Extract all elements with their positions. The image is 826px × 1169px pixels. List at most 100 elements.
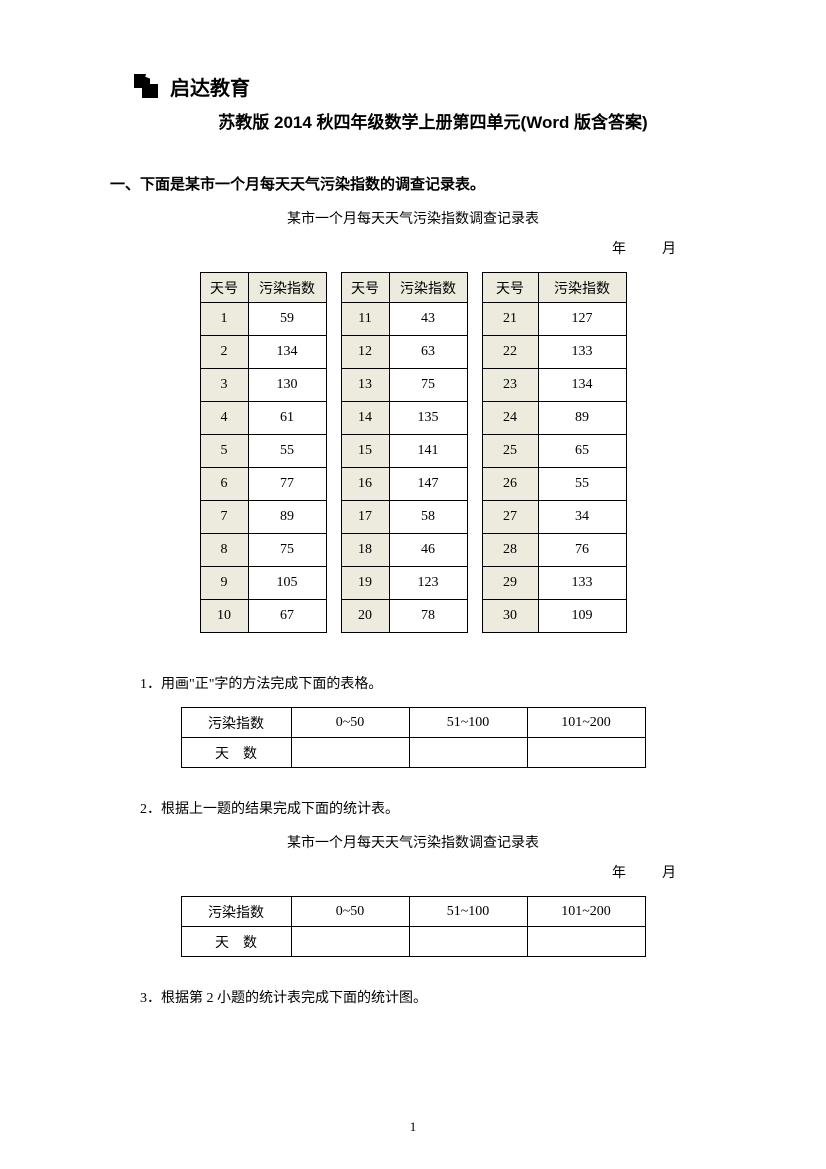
- question-2: 2．根据上一题的结果完成下面的统计表。: [140, 798, 716, 818]
- main-table-title: 某市一个月每天天气污染指数调查记录表: [110, 208, 716, 228]
- range-header-pollution: 污染指数: [181, 708, 291, 738]
- cell-day: 25: [482, 435, 538, 468]
- cell-value: 34: [538, 501, 626, 534]
- stats-cell: [527, 927, 645, 957]
- cell-value: 76: [538, 534, 626, 567]
- page-number: 1: [0, 1119, 826, 1135]
- cell-day: 30: [482, 600, 538, 633]
- stats-table: 污染指数 0~50 51~100 101~200 天 数: [181, 896, 646, 957]
- year-label: 年: [612, 242, 626, 257]
- question-1: 1．用画"正"字的方法完成下面的表格。: [140, 673, 716, 693]
- cell-value: 147: [389, 468, 467, 501]
- pollution-table-2: 天号 污染指数 1143 1263 1375 14135 15141 16147…: [341, 272, 468, 633]
- month-label: 月: [662, 866, 676, 881]
- cell-day: 4: [200, 402, 248, 435]
- cell-value: 134: [538, 369, 626, 402]
- cell-day: 1: [200, 303, 248, 336]
- cell-day: 5: [200, 435, 248, 468]
- cell-day: 3: [200, 369, 248, 402]
- range-col: 0~50: [291, 708, 409, 738]
- cell-value: 43: [389, 303, 467, 336]
- brand-name: 启达教育: [170, 72, 250, 101]
- cell-day: 22: [482, 336, 538, 369]
- cell-day: 10: [200, 600, 248, 633]
- pollution-table-1: 天号 污染指数 159 2134 3130 461 555 677 789 87…: [200, 272, 327, 633]
- cell-day: 16: [341, 468, 389, 501]
- range-col: 51~100: [409, 708, 527, 738]
- stats-cell: [409, 927, 527, 957]
- cell-day: 9: [200, 567, 248, 600]
- cell-value: 55: [248, 435, 326, 468]
- stats-table-title: 某市一个月每天天气污染指数调查记录表: [110, 832, 716, 852]
- year-label: 年: [612, 866, 626, 881]
- cell-value: 55: [538, 468, 626, 501]
- cell-day: 11: [341, 303, 389, 336]
- tally-cell: [409, 738, 527, 768]
- date-line-2: 年月: [110, 862, 716, 882]
- cell-value: 59: [248, 303, 326, 336]
- month-label: 月: [662, 242, 676, 257]
- cell-day: 28: [482, 534, 538, 567]
- cell-value: 63: [389, 336, 467, 369]
- header-value: 污染指数: [538, 273, 626, 303]
- cell-day: 6: [200, 468, 248, 501]
- cell-day: 24: [482, 402, 538, 435]
- cell-day: 15: [341, 435, 389, 468]
- cell-value: 105: [248, 567, 326, 600]
- document-title: 苏教版 2014 秋四年级数学上册第四单元(Word 版含答案): [150, 108, 716, 133]
- cell-day: 21: [482, 303, 538, 336]
- cell-value: 134: [248, 336, 326, 369]
- header-value: 污染指数: [389, 273, 467, 303]
- header-day: 天号: [341, 273, 389, 303]
- cell-day: 18: [341, 534, 389, 567]
- cell-day: 19: [341, 567, 389, 600]
- cell-value: 77: [248, 468, 326, 501]
- cell-value: 127: [538, 303, 626, 336]
- cell-value: 61: [248, 402, 326, 435]
- cell-day: 20: [341, 600, 389, 633]
- cell-value: 133: [538, 336, 626, 369]
- cell-value: 130: [248, 369, 326, 402]
- tally-cell: [527, 738, 645, 768]
- range-col: 0~50: [291, 897, 409, 927]
- cell-value: 89: [248, 501, 326, 534]
- cell-day: 23: [482, 369, 538, 402]
- brand-logo-icon: [130, 70, 162, 102]
- pollution-table-3: 天号 污染指数 21127 22133 23134 2489 2565 2655…: [482, 272, 627, 633]
- cell-day: 17: [341, 501, 389, 534]
- cell-day: 12: [341, 336, 389, 369]
- header-value: 污染指数: [248, 273, 326, 303]
- cell-value: 123: [389, 567, 467, 600]
- cell-day: 14: [341, 402, 389, 435]
- cell-value: 75: [248, 534, 326, 567]
- cell-value: 133: [538, 567, 626, 600]
- brand-row: 启达教育: [130, 70, 716, 102]
- pollution-tables: 天号 污染指数 159 2134 3130 461 555 677 789 87…: [110, 272, 716, 633]
- cell-value: 109: [538, 600, 626, 633]
- tally-cell: [291, 738, 409, 768]
- section-heading: 一、下面是某市一个月每天天气污染指数的调查记录表。: [110, 173, 716, 194]
- range-header-days: 天 数: [181, 738, 291, 768]
- range-col: 101~200: [527, 708, 645, 738]
- header-day: 天号: [482, 273, 538, 303]
- range-header-days: 天 数: [181, 927, 291, 957]
- header-day: 天号: [200, 273, 248, 303]
- range-col: 101~200: [527, 897, 645, 927]
- cell-value: 75: [389, 369, 467, 402]
- cell-day: 7: [200, 501, 248, 534]
- cell-value: 58: [389, 501, 467, 534]
- stats-cell: [291, 927, 409, 957]
- cell-value: 65: [538, 435, 626, 468]
- cell-value: 78: [389, 600, 467, 633]
- cell-day: 26: [482, 468, 538, 501]
- tally-table: 污染指数 0~50 51~100 101~200 天 数: [181, 707, 646, 768]
- cell-day: 27: [482, 501, 538, 534]
- range-header-pollution: 污染指数: [181, 897, 291, 927]
- cell-value: 67: [248, 600, 326, 633]
- cell-value: 89: [538, 402, 626, 435]
- cell-day: 8: [200, 534, 248, 567]
- cell-day: 2: [200, 336, 248, 369]
- cell-value: 135: [389, 402, 467, 435]
- cell-day: 29: [482, 567, 538, 600]
- cell-day: 13: [341, 369, 389, 402]
